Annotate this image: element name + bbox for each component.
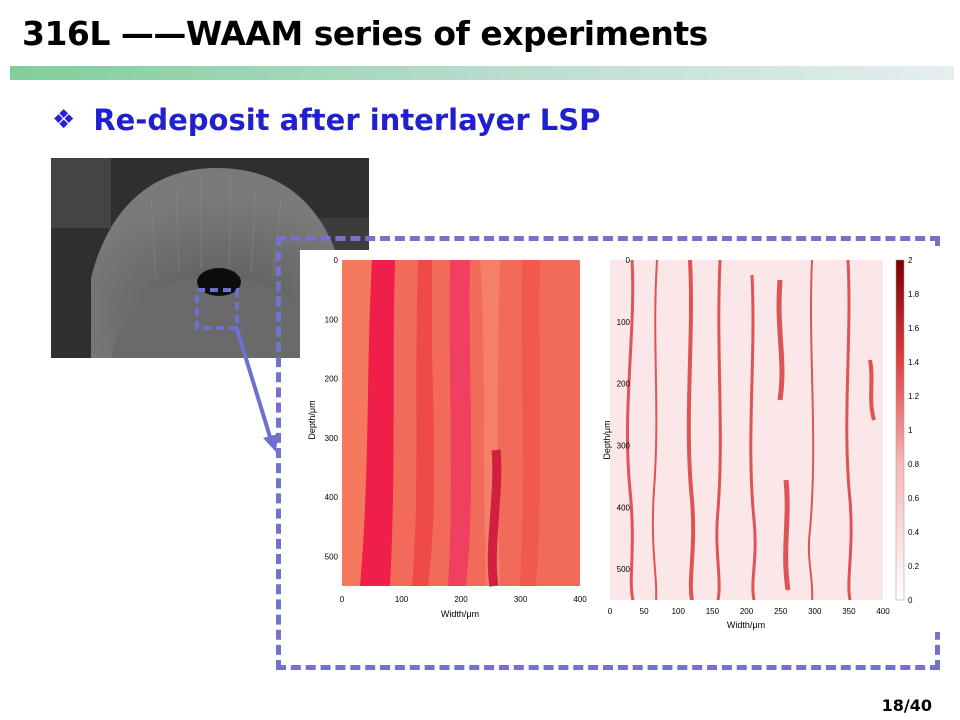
right-kam-map [610, 259, 905, 601]
right-x-tick-label: 50 [640, 607, 649, 616]
maps-panel: Depth/μm Width/μm Depth/μm Width/μm 0 100… [300, 250, 940, 632]
right-x-ticks: 0 50 100 150 200 250 300 350 400 [608, 607, 890, 616]
bullet-row: ❖ Re-deposit after interlayer LSP [52, 100, 600, 140]
colorbar-tick-label: 0.4 [908, 528, 920, 537]
left-phase-map [342, 260, 580, 587]
right-ylabel: Depth/μm [602, 420, 612, 459]
slide-title: 316L ——WAAM series of experiments [22, 14, 708, 53]
left-xlabel: Width/μm [441, 609, 479, 619]
colorbar-tick-label: 1.8 [908, 290, 920, 299]
left-y-ticks: 0 100 200 300 400 500 [325, 256, 339, 561]
right-xlabel: Width/μm [727, 620, 765, 630]
left-y-tick-label: 300 [325, 434, 339, 443]
right-x-tick-label: 300 [808, 607, 822, 616]
page-number: 18/40 [881, 696, 932, 715]
left-y-tick-label: 0 [334, 256, 339, 265]
left-x-tick-label: 100 [395, 595, 409, 604]
colorbar-tick-label: 1.2 [908, 392, 920, 401]
colorbar-ticks: 0 0.2 0.4 0.6 0.8 1 1.2 1.4 1.6 1.8 2 [908, 256, 920, 605]
right-y-tick-label: 0 [626, 256, 631, 265]
right-y-tick-label: 300 [617, 441, 631, 450]
right-x-tick-label: 350 [842, 607, 856, 616]
colorbar-tick-label: 0.2 [908, 562, 920, 571]
left-x-tick-label: 400 [573, 595, 587, 604]
right-x-tick-label: 0 [608, 607, 613, 616]
colorbar-tick-label: 0.8 [908, 460, 920, 469]
colorbar-tick-label: 1.4 [908, 358, 920, 367]
left-x-ticks: 0 100 200 300 400 [340, 595, 587, 604]
left-ylabel: Depth/μm [307, 400, 317, 439]
colorbar-tick-label: 1.6 [908, 324, 920, 333]
left-x-tick-label: 200 [454, 595, 468, 604]
left-x-tick-label: 300 [514, 595, 528, 604]
left-y-tick-label: 200 [325, 375, 339, 384]
right-x-tick-label: 250 [774, 607, 788, 616]
colorbar-tick-label: 1 [908, 426, 913, 435]
right-x-tick-label: 150 [706, 607, 720, 616]
bullet-heading: Re-deposit after interlayer LSP [93, 103, 601, 137]
right-y-tick-label: 500 [617, 565, 631, 574]
left-y-tick-label: 100 [325, 315, 339, 324]
right-x-tick-label: 200 [740, 607, 754, 616]
right-x-tick-label: 400 [876, 607, 890, 616]
title-underline-bar [10, 66, 954, 80]
left-y-tick-label: 400 [325, 493, 339, 502]
colorbar-tick-label: 2 [908, 256, 913, 265]
right-x-tick-label: 100 [672, 607, 686, 616]
right-y-tick-label: 400 [617, 503, 631, 512]
right-y-tick-label: 200 [617, 380, 631, 389]
left-x-tick-label: 0 [340, 595, 345, 604]
colorbar-tick-label: 0.6 [908, 494, 920, 503]
diamond-bullet-icon: ❖ [52, 105, 76, 135]
left-y-tick-label: 500 [325, 552, 339, 561]
colorbar-tick-label: 0 [908, 596, 913, 605]
right-y-ticks: 0 100 200 300 400 500 [617, 256, 631, 574]
maps-svg: Depth/μm Width/μm Depth/μm Width/μm 0 100… [307, 256, 920, 630]
right-y-tick-label: 100 [617, 318, 631, 327]
